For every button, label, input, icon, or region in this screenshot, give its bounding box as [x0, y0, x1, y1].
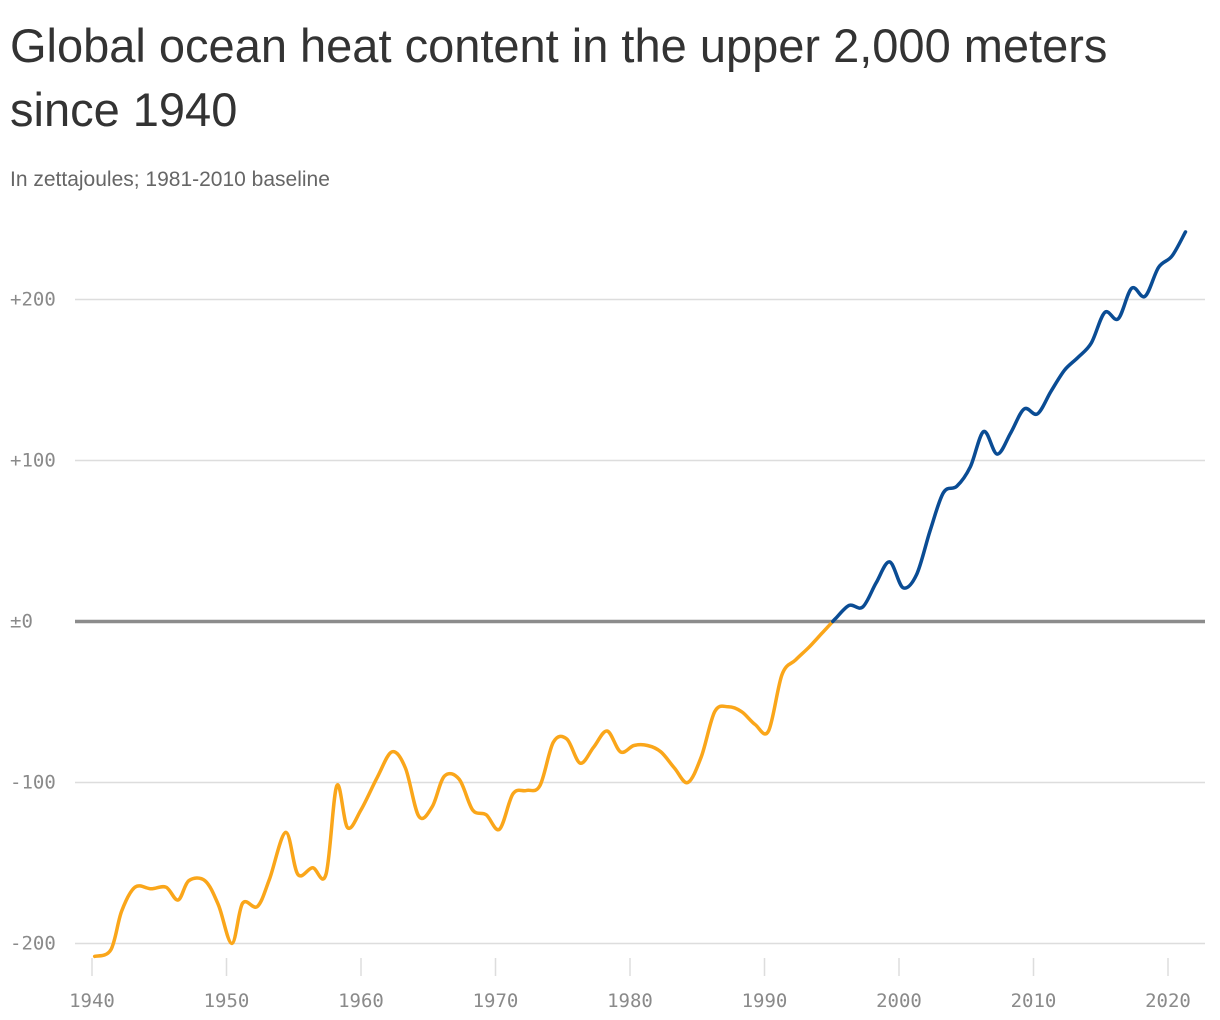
x-tick-label: 2020 [1145, 990, 1191, 1012]
ocean-heat-line [92, 230, 1188, 959]
y-tick-label: -100 [10, 772, 56, 794]
y-tick-label: +100 [10, 450, 56, 472]
gridlines [75, 298, 1205, 976]
x-tick-label: 1940 [69, 990, 115, 1012]
line-segment-above-baseline [831, 230, 1188, 624]
x-tick-label: 1980 [607, 990, 653, 1012]
x-tick-label: 2000 [876, 990, 922, 1012]
line-segment-below-baseline [92, 619, 835, 959]
y-tick-label: -200 [10, 933, 56, 955]
y-tick-label: ±0 [10, 611, 33, 633]
x-tick-label: 1950 [204, 990, 250, 1012]
chart-title: Global ocean heat content in the upper 2… [10, 19, 1108, 136]
x-tick-label: 1990 [742, 990, 788, 1012]
y-tick-label: +200 [10, 289, 56, 311]
chart-subtitle: In zettajoules; 1981-2010 baseline [10, 168, 330, 191]
y-axis-tick-labels: -200 -100 ±0 +100 +200 [10, 289, 56, 955]
x-tick-label: 1970 [473, 990, 519, 1012]
x-axis-tick-labels: 1940 1950 1960 1970 1980 1990 2000 2010 2020 [69, 990, 1191, 1012]
x-tick-label: 2010 [1011, 990, 1057, 1012]
x-tick-label: 1960 [338, 990, 384, 1012]
